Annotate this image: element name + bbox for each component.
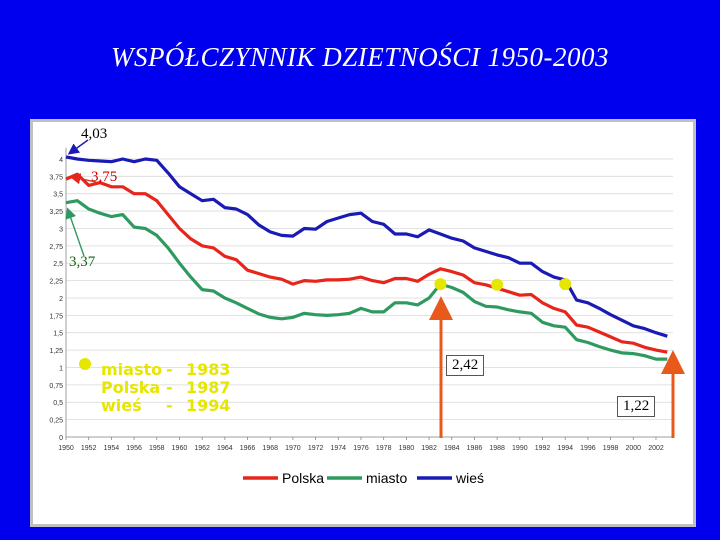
series-line-miasto: [65, 199, 668, 361]
arrow-polska-start: [69, 173, 97, 185]
x-tick-label: 2000: [626, 445, 642, 452]
y-tick-label: 1: [59, 365, 63, 372]
y-tick-label: 1,5: [53, 331, 63, 338]
highlight-marker: [491, 278, 504, 291]
x-tick-label: 1998: [603, 445, 619, 452]
x-tick-label: 1950: [58, 445, 74, 452]
x-tick-label: 1996: [580, 445, 596, 452]
x-tick-label: 1976: [353, 445, 369, 452]
x-tick-label: 1986: [467, 445, 483, 452]
x-tick-label: 1974: [331, 445, 347, 452]
highlight-marker: [559, 278, 572, 291]
x-tick-label: 1984: [444, 445, 460, 452]
legend-label: miasto: [366, 470, 407, 486]
x-tick-label: 1956: [126, 445, 142, 452]
y-tick-label: 2,5: [53, 261, 63, 268]
highlight-marker: [434, 278, 447, 291]
x-tick-label: 1952: [81, 445, 97, 452]
highlight-markers: [434, 278, 572, 291]
y-tick-label: 2,25: [49, 279, 63, 286]
x-tick-label: 1970: [285, 445, 301, 452]
y-gridlines: [66, 158, 673, 438]
legend-label: Polska: [282, 470, 324, 486]
key-year: 1987: [186, 378, 231, 397]
highlight-key: miasto -1983 Polska -1987 wieś -1994: [79, 358, 231, 415]
y-tick-label: 2,75: [49, 244, 63, 251]
callout-polska-start: 3,75: [91, 169, 118, 185]
y-tick-label: 0,5: [53, 400, 63, 407]
x-tick-label: 1990: [512, 445, 528, 452]
slide-title: WSPÓŁCZYNNIK DZIETNOŚCI 1950-2003: [110, 42, 610, 72]
y-tick-label: 0,75: [49, 383, 63, 390]
x-tick-label: 1962: [194, 445, 210, 452]
annotation-arrows: [65, 139, 685, 438]
x-tick-label: 1982: [421, 445, 437, 452]
key-year: 1994: [186, 396, 231, 415]
y-tick-label: 3,25: [49, 209, 63, 216]
arrow-wies-start: [67, 139, 89, 155]
legend: Polska miasto wieś: [243, 470, 484, 486]
key-dash: -: [166, 396, 173, 415]
y-tick-label: 1,75: [49, 313, 63, 320]
arrow-miasto-start: [65, 207, 85, 257]
y-tick-label: 4: [59, 157, 63, 164]
x-tick-label: 1994: [557, 445, 573, 452]
key-dash: -: [166, 360, 173, 379]
legend-label: wieś: [455, 470, 484, 486]
key-label: wieś: [101, 396, 142, 415]
x-tick-label: 1988: [489, 445, 505, 452]
y-tick-label: 3,5: [53, 192, 63, 199]
x-tick-label: 2002: [648, 445, 664, 452]
y-tick-label: 1,25: [49, 348, 63, 355]
y-tick-label: 0,25: [49, 418, 63, 425]
x-tick-label: 1960: [172, 445, 188, 452]
x-axis: 1950 1952 1954 1956 1958 1960 1962 1964 1966 1968…: [58, 436, 673, 452]
y-tick-label: 0: [59, 435, 63, 442]
x-tick-label: 1966: [240, 445, 256, 452]
x-tick-label: 1978: [376, 445, 392, 452]
callout-wies-start: 4,03: [81, 126, 108, 142]
x-tick-label: 1954: [104, 445, 120, 452]
x-tick-label: 1992: [535, 445, 551, 452]
key-dash: -: [166, 378, 173, 397]
series-lines: [65, 155, 668, 361]
series-line-polska: [65, 172, 668, 354]
y-tick-label: 3: [59, 226, 63, 233]
callout-peak: 2,42: [446, 355, 485, 376]
x-tick-label: 1958: [149, 445, 165, 452]
x-tick-label: 1972: [308, 445, 324, 452]
chart-panel: [30, 119, 696, 527]
y-tick-label: 3,75: [49, 174, 63, 181]
x-tick-label: 1980: [399, 445, 415, 452]
y-axis: 0 0,25 0,5 0,75 1 1,25 1,5 1,75 2 2,25 2,5 2,75 3 3,2…: [49, 148, 67, 442]
callout-miasto-start: 3,37: [69, 254, 96, 270]
x-tick-label: 1968: [262, 445, 278, 452]
y-tick-label: 2: [59, 296, 63, 303]
x-tick-label: 1964: [217, 445, 233, 452]
callout-end: 1,22: [617, 396, 656, 417]
key-year: 1983: [186, 360, 231, 379]
key-label: miasto: [101, 360, 162, 379]
key-label: Polska: [101, 378, 160, 397]
key-marker: [79, 358, 91, 370]
